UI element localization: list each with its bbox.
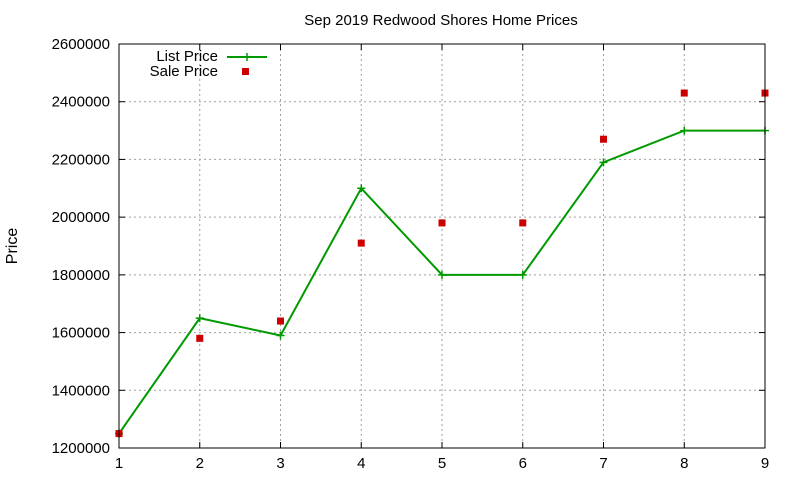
legend-label-sale-price: Sale Price — [150, 63, 218, 80]
x-tick-label: 5 — [438, 455, 446, 472]
x-tick-label: 3 — [276, 455, 284, 472]
list-price-marker — [195, 314, 204, 323]
list-price-line — [118, 129, 765, 435]
sale-price-point — [600, 135, 607, 143]
sale-price-point — [519, 219, 527, 227]
sale-price-point — [196, 334, 204, 342]
sale-price-point — [277, 317, 284, 325]
sale-price-point — [680, 89, 688, 97]
grid — [119, 44, 765, 448]
y-tick-label: 2600000 — [52, 36, 110, 53]
list-price-marker — [680, 126, 689, 135]
x-tick-label: 1 — [115, 455, 123, 472]
list-price-marker — [276, 331, 285, 340]
list-price-marker — [599, 158, 608, 167]
x-tick-label: 6 — [519, 455, 527, 472]
x-tick-label: 4 — [357, 455, 365, 472]
sale-price-point — [357, 239, 365, 247]
legend-marker-sale-price — [242, 68, 249, 75]
x-tick-label: 9 — [761, 455, 769, 472]
x-tick-label: 2 — [196, 455, 204, 472]
legend: List Price Sale Price — [150, 48, 267, 80]
x-tick-label: 8 — [680, 455, 688, 472]
list-price-marker — [357, 184, 366, 193]
y-tick-label: 1600000 — [52, 325, 110, 342]
sale-price-point — [438, 219, 446, 227]
list-price-marker — [438, 270, 446, 279]
x-tick-label: 7 — [599, 455, 607, 472]
y-tick-label: 1800000 — [52, 267, 110, 284]
y-axis-title: Price — [4, 228, 21, 265]
y-tick-label: 2200000 — [52, 151, 110, 168]
y-tick-label: 1400000 — [52, 382, 110, 399]
y-tick-label: 2000000 — [52, 209, 110, 226]
y-tick-label: 2400000 — [52, 94, 110, 111]
legend-marker-list-price — [243, 53, 251, 61]
legend-label-list-price: List Price — [156, 48, 218, 65]
y-tick-label: 1200000 — [52, 440, 110, 457]
axes: 1 2 3 4 5 6 7 8 9 1200000 1400000 1600000 1800000 200… — [52, 36, 770, 472]
chart-title: Sep 2019 Redwood Shores Home Prices — [304, 12, 578, 29]
list-price-marker — [518, 270, 527, 279]
